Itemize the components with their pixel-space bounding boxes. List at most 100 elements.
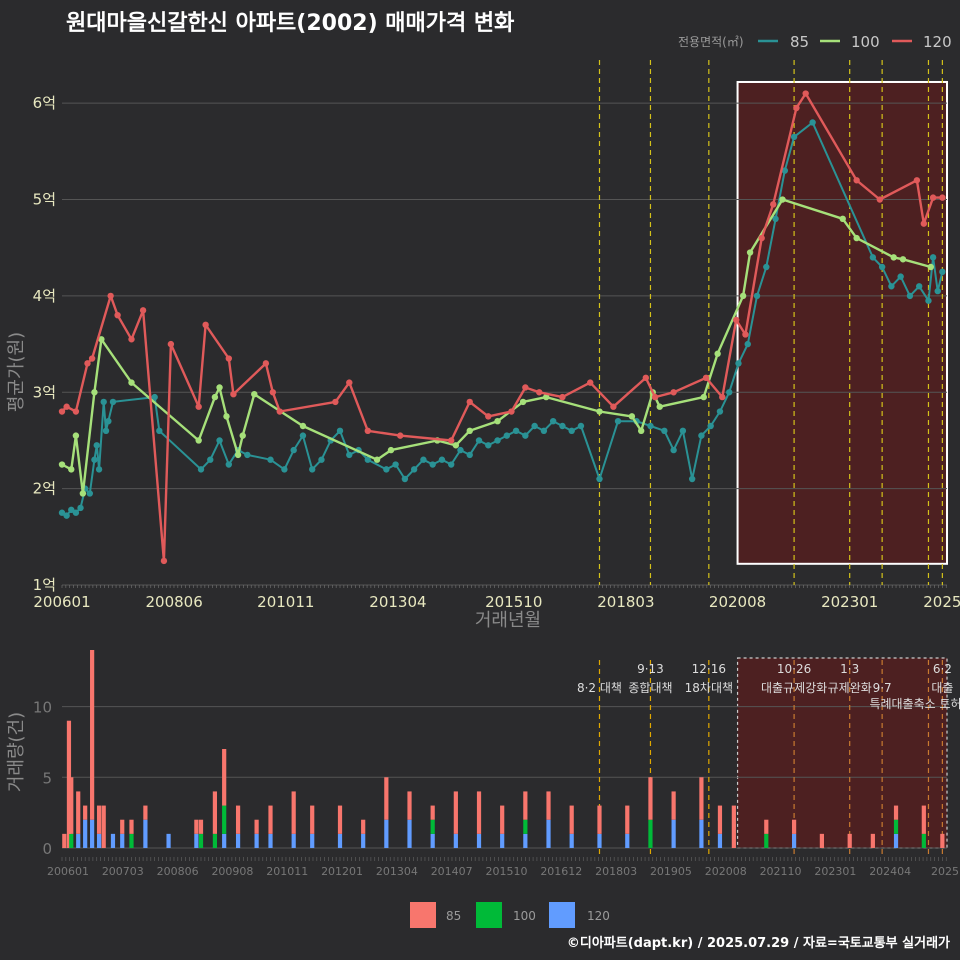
- series-point-100: [239, 432, 246, 439]
- volume-legend: 85 100 120: [410, 902, 610, 928]
- volume-bar-120: [500, 833, 505, 848]
- series-point-120: [58, 408, 66, 415]
- series-point-120: [84, 360, 91, 367]
- series-point-85: [614, 417, 622, 425]
- volume-bar-85: [546, 791, 551, 820]
- volume-bar-100: [893, 819, 899, 834]
- series-point-85: [197, 466, 205, 473]
- series-point-85: [457, 446, 464, 454]
- price-y-axis-label: 평균가(원): [6, 332, 27, 412]
- volume-bar-120: [120, 833, 125, 848]
- series-point-85: [77, 504, 84, 512]
- series-point-120: [364, 427, 372, 435]
- volume-bar-120: [254, 833, 259, 848]
- price-x-tick: 202008: [709, 593, 766, 611]
- caption: ©디아파트(dapt.kr) / 2025.07.29 / 자료=국토교통부 실…: [567, 935, 950, 951]
- series-point-85: [420, 456, 427, 463]
- chart-title: 원대마을신갈한신 아파트(2002) 매매가격 변화: [66, 11, 514, 36]
- series-point-85: [735, 360, 742, 367]
- volume-bar-85: [69, 777, 74, 834]
- series-point-120: [913, 177, 921, 184]
- series-point-85: [309, 466, 316, 473]
- price-y-tick: 5억: [33, 191, 56, 209]
- series-point-100: [853, 234, 860, 242]
- series-point-120: [793, 104, 800, 112]
- series-point-100: [700, 393, 707, 401]
- volume-x-tick: 202301: [814, 865, 856, 878]
- series-point-100: [216, 384, 223, 391]
- volume-bar-85: [870, 833, 875, 848]
- series-point-120: [466, 398, 473, 406]
- volume-bar-120: [310, 833, 315, 848]
- series-point-120: [508, 408, 515, 415]
- series-point-120: [114, 311, 121, 319]
- price-x-tick: 201011: [257, 593, 314, 611]
- volume-bar-85: [921, 805, 926, 834]
- volume-bar-85: [717, 805, 723, 834]
- series-point-85: [929, 254, 937, 261]
- series-point-100: [746, 249, 754, 256]
- series-point-120: [167, 340, 175, 348]
- volume-bar-85: [310, 805, 315, 834]
- volume-bar-120: [546, 819, 551, 848]
- series-point-100: [739, 292, 747, 300]
- volume-bar-85: [222, 749, 227, 806]
- volume-bar-85: [648, 777, 653, 820]
- series-point-100: [543, 393, 550, 401]
- volume-x-tick: 200806: [157, 865, 199, 878]
- price-x-tick: 200806: [145, 593, 202, 611]
- volume-x-tick: 201201: [321, 865, 363, 878]
- volume-bar-85: [143, 805, 148, 820]
- series-point-85: [915, 283, 923, 290]
- series-point-100: [299, 422, 307, 430]
- series-point-120: [702, 374, 710, 382]
- volume-x-tick: 201510: [486, 865, 528, 878]
- series-point-85: [698, 432, 705, 439]
- series-point-85: [772, 215, 779, 223]
- volume-bar-85: [597, 805, 602, 834]
- series-point-100: [58, 461, 66, 468]
- volume-x-tick: 201407: [431, 865, 473, 878]
- series-point-85: [93, 442, 100, 449]
- volume-bar-85: [699, 777, 704, 820]
- volume-x-tick: 200703: [102, 865, 144, 878]
- volume-bar-85: [129, 819, 134, 834]
- series-point-120: [719, 393, 726, 401]
- volume-bar-120: [717, 833, 723, 848]
- series-point-120: [929, 194, 937, 201]
- volume-bar-120: [194, 833, 199, 848]
- legend-label-85: 85: [790, 33, 809, 51]
- series-line-100: [61, 198, 932, 495]
- volume-x-tick: 202110: [760, 865, 802, 878]
- volume-bar-120: [337, 833, 343, 848]
- series-point-120: [107, 292, 114, 300]
- price-x-tick: 200601: [33, 593, 90, 611]
- series-point-120: [522, 384, 529, 391]
- volume-bar-120: [625, 833, 630, 848]
- legend: 전용면적(㎡) 85 100 120: [678, 33, 952, 51]
- series-point-85: [707, 422, 714, 430]
- volume-bar-100: [212, 833, 218, 848]
- series-point-100: [714, 350, 721, 357]
- series-point-85: [475, 437, 483, 444]
- series-point-120: [610, 403, 617, 410]
- volume-bar-120: [893, 833, 899, 848]
- series-point-85: [91, 456, 98, 463]
- series-point-120: [876, 196, 884, 203]
- series-point-85: [216, 437, 223, 444]
- volume-bar-120: [699, 819, 704, 848]
- series-point-100: [637, 427, 645, 435]
- legend-title: 전용면적(㎡): [678, 35, 744, 49]
- series-point-120: [63, 403, 70, 410]
- series-point-85: [726, 389, 733, 396]
- series-point-85: [512, 427, 520, 435]
- series-point-100: [211, 393, 219, 401]
- volume-bar-120: [523, 833, 528, 848]
- volume-bar-85: [407, 791, 412, 820]
- volume-x-tick: 201011: [266, 865, 308, 878]
- price-y-tick: 1억: [33, 576, 56, 594]
- volume-bar-120: [235, 833, 241, 848]
- series-line-120: [61, 92, 943, 563]
- price-y-tick: 4억: [33, 287, 56, 305]
- series-point-120: [536, 389, 543, 396]
